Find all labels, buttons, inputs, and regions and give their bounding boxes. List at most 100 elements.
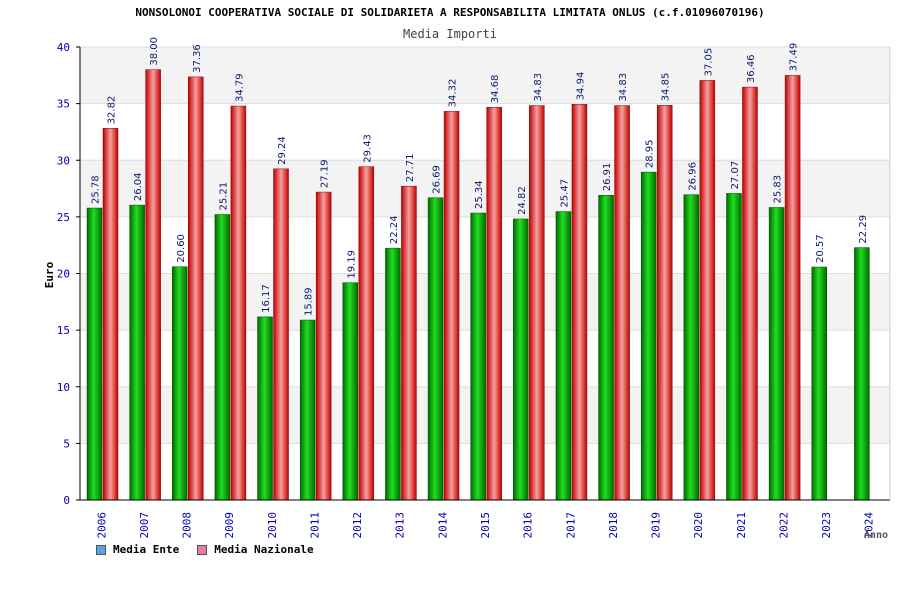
bar-media-ente-2017	[555, 211, 572, 501]
x-tick-label-2022: 2022	[777, 512, 790, 539]
bar-media-nazionale-2021	[742, 86, 758, 501]
data-label-media-nazionale-2016: 34.83	[533, 73, 544, 102]
data-label-media-ente-2008: 20.60	[176, 234, 187, 263]
x-tick-label-2024: 2024	[863, 512, 876, 539]
y-axis-label: Euro	[43, 261, 56, 288]
data-label-media-nazionale-2009: 34.79	[234, 73, 245, 102]
data-label-media-ente-2015: 25.34	[474, 180, 485, 209]
data-label-media-ente-2018: 26.91	[602, 163, 613, 192]
data-labels: 25.78 32.82 26.04 38.00 20.60 37.36 25.21 34.79…	[91, 37, 869, 316]
data-label-media-ente-2013: 22.24	[389, 215, 400, 244]
data-label-media-nazionale-2008: 37.36	[192, 44, 203, 73]
x-tick-label-2014: 2014	[436, 512, 449, 539]
y-tick-label: 5	[63, 437, 70, 450]
data-label-media-nazionale-2021: 36.46	[746, 54, 757, 83]
y-tick-label: 35	[57, 98, 70, 111]
y-tick-label: 25	[57, 211, 70, 224]
bar-media-ente-2013	[385, 247, 401, 501]
bar-media-ente-2009	[214, 214, 231, 501]
data-label-media-ente-2022: 25.83	[773, 175, 784, 204]
data-label-media-ente-2024: 22.29	[858, 215, 869, 244]
bar-media-nazionale-2012	[358, 166, 375, 501]
x-tick-label-2009: 2009	[223, 512, 236, 539]
data-label-media-nazionale-2019: 34.85	[661, 73, 672, 102]
data-label-media-ente-2021: 27.07	[730, 161, 741, 190]
data-label-media-nazionale-2007: 38.00	[149, 37, 160, 66]
x-tick-label-2008: 2008	[181, 512, 194, 539]
data-label-media-nazionale-2022: 37.49	[789, 43, 800, 72]
bar-media-nazionale-2017	[571, 104, 588, 501]
bar-media-ente-2021	[726, 193, 742, 501]
bar-media-ente-2020	[683, 194, 700, 501]
bar-media-ente-2018	[598, 194, 614, 501]
legend-item-media-ente: Media Ente	[96, 543, 179, 556]
data-label-media-ente-2020: 26.96	[687, 162, 698, 191]
bar-media-nazionale-2018	[614, 105, 630, 501]
bar-media-nazionale-2008	[188, 76, 204, 501]
data-label-media-nazionale-2017: 34.94	[575, 72, 586, 101]
bar-media-nazionale-2006	[102, 128, 119, 501]
x-tick-label-2017: 2017	[564, 512, 577, 539]
bar-media-nazionale-2009	[230, 105, 247, 501]
x-axis-label: Anno	[864, 530, 888, 541]
x-tick-label-2007: 2007	[138, 512, 151, 539]
bar-media-nazionale-2022	[784, 75, 801, 501]
bar-media-nazionale-2020	[699, 80, 716, 501]
data-label-media-nazionale-2014: 34.32	[448, 79, 459, 108]
legend-label-media-nazionale: Media Nazionale	[214, 543, 314, 556]
x-tick-label-2018: 2018	[607, 512, 620, 539]
x-tick-label-2015: 2015	[479, 512, 492, 539]
bar-media-ente-2007	[129, 204, 145, 501]
data-label-media-ente-2007: 26.04	[133, 172, 144, 201]
x-tick-label-2019: 2019	[650, 512, 663, 539]
bar-media-ente-2016	[513, 218, 529, 501]
axes: 0 5 10 15 20 25 30 35 40 2006 2007 2008 2009 2010 2011…	[57, 41, 891, 539]
data-label-media-ente-2019: 28.95	[645, 140, 656, 169]
y-tick-label: 10	[57, 381, 70, 394]
bar-media-nazionale-2011	[315, 191, 332, 501]
data-label-media-ente-2016: 24.82	[517, 186, 528, 215]
data-label-media-nazionale-2006: 32.82	[107, 96, 118, 125]
x-tick-label-2012: 2012	[351, 512, 364, 539]
x-tick-label-2011: 2011	[308, 512, 321, 539]
data-label-media-ente-2010: 16.17	[261, 284, 272, 313]
data-label-media-ente-2014: 26.69	[432, 165, 443, 194]
legend: Media Ente Media Nazionale	[96, 543, 314, 556]
x-tick-label-2023: 2023	[820, 512, 833, 539]
data-label-media-nazionale-2012: 29.43	[362, 134, 373, 163]
bar-media-ente-2023	[811, 266, 827, 501]
bar-media-ente-2022	[768, 207, 785, 501]
data-label-media-nazionale-2013: 27.71	[405, 154, 416, 183]
data-label-media-nazionale-2010: 29.24	[277, 136, 288, 165]
y-tick-label: 0	[63, 494, 70, 507]
bar-media-nazionale-2013	[401, 185, 417, 501]
data-label-media-nazionale-2011: 27.19	[320, 159, 331, 188]
data-label-media-ente-2023: 20.57	[815, 234, 826, 263]
bar-media-ente-2011	[299, 319, 316, 501]
chart-title: NONSOLONOI COOPERATIVA SOCIALE DI SOLIDA…	[135, 6, 764, 19]
x-tick-label-2010: 2010	[266, 512, 279, 539]
bar-media-nazionale-2007	[145, 69, 161, 501]
data-label-media-ente-2006: 25.78	[91, 175, 102, 204]
bar-media-ente-2024	[854, 247, 870, 501]
x-tick-label-2013: 2013	[394, 512, 407, 539]
data-label-media-nazionale-2015: 34.68	[490, 75, 501, 104]
y-tick-label: 30	[57, 154, 70, 167]
chart-subtitle: Media Importi	[403, 27, 497, 41]
data-label-media-nazionale-2018: 34.83	[618, 73, 629, 102]
bar-media-ente-2019	[640, 171, 657, 501]
bar-media-ente-2014	[427, 197, 444, 501]
bar-media-nazionale-2015	[486, 106, 502, 501]
legend-swatch-media-ente	[96, 544, 106, 555]
x-tick-label-2006: 2006	[95, 512, 108, 539]
bar-media-nazionale-2016	[529, 105, 545, 501]
data-label-media-ente-2011: 15.89	[304, 287, 315, 316]
bar-media-nazionale-2014	[443, 111, 460, 501]
x-tick-label-2016: 2016	[522, 512, 535, 539]
x-tick-label-2021: 2021	[735, 512, 748, 539]
y-tick-label: 40	[57, 41, 70, 54]
bar-media-ente-2006	[86, 207, 103, 501]
data-label-media-ente-2009: 25.21	[218, 182, 229, 211]
data-label-media-ente-2017: 25.47	[559, 179, 570, 208]
